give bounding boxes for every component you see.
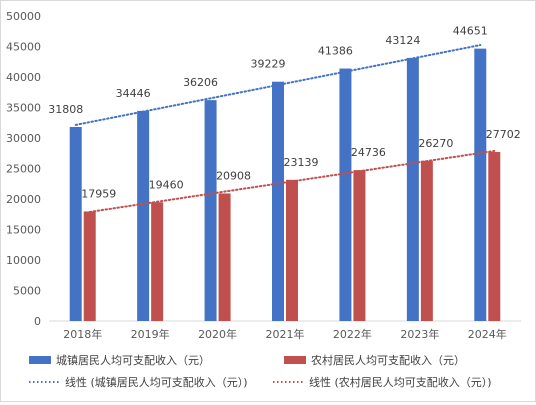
data-label-urban: 41386 [318, 45, 353, 58]
y-tick-label: 40000 [6, 71, 41, 84]
y-tick-label: 25000 [6, 163, 41, 176]
x-tick-label: 2024年 [468, 327, 507, 341]
data-label-urban: 39229 [251, 58, 286, 71]
bar-rural [353, 170, 366, 321]
y-tick-label: 35000 [6, 102, 41, 115]
legend-swatch-rural [284, 356, 306, 364]
x-tick-label: 2021年 [266, 327, 305, 341]
bar-urban [204, 100, 217, 321]
data-label-urban: 36206 [183, 76, 218, 89]
bar-rural [488, 152, 501, 321]
y-tick-label: 15000 [6, 224, 41, 237]
x-tick-label: 2019年 [131, 327, 170, 341]
legend-label-trend-urban: 线性 (城镇居民人均可支配收入（元）) [65, 375, 248, 389]
x-tick-label: 2022年 [333, 327, 372, 341]
data-label-urban: 31808 [48, 103, 83, 116]
bar-urban [474, 48, 487, 321]
x-tick-label: 2018年 [63, 327, 102, 341]
bar-rural [151, 202, 164, 321]
legend-label-trend-rural: 线性 (农村居民人均可支配收入（元）) [309, 375, 492, 389]
y-tick-label: 5000 [13, 285, 41, 298]
y-tick-label: 45000 [6, 41, 41, 54]
trendline-rural [88, 149, 496, 213]
bar-urban [406, 57, 419, 321]
legend-label-rural: 农村居民人均可支配收入（元） [311, 353, 465, 367]
bar-urban [339, 68, 352, 321]
data-label-rural: 26270 [418, 137, 453, 150]
data-label-rural: 27702 [486, 128, 521, 141]
data-label-urban: 34446 [116, 87, 151, 100]
bar-rural [83, 211, 96, 321]
bar-rural [218, 193, 231, 321]
trendline-urban [74, 44, 482, 126]
y-tick-label: 0 [34, 315, 41, 328]
y-tick-label: 50000 [6, 10, 41, 23]
x-tick-label: 2020年 [198, 327, 237, 341]
legend: 城镇居民人均可支配收入（元） 农村居民人均可支配收入（元） 线性 (城镇居民人均可支… [29, 353, 492, 389]
x-tick-label: 2023年 [400, 327, 439, 341]
x-axis: 2018年 2019年 2020年 2021年 2022年 2023年 2024年 [49, 320, 521, 341]
y-tick-label: 20000 [6, 193, 41, 206]
bar-rural [420, 160, 433, 321]
bar-urban [69, 126, 82, 322]
legend-label-urban: 城镇居民人均可支配收入（元） [56, 353, 210, 367]
y-axis: 0 5000 10000 15000 20000 25000 30000 35000 40000… [6, 10, 41, 328]
data-label-rural: 20908 [216, 169, 251, 182]
bar-urban [137, 110, 150, 322]
bar-urban [272, 81, 284, 322]
trendlines [74, 44, 496, 213]
y-tick-label: 30000 [6, 132, 41, 145]
data-label-urban: 44651 [453, 25, 488, 38]
legend-swatch-urban [29, 356, 51, 364]
data-label-rural: 23139 [284, 156, 319, 169]
data-label-rural: 17959 [81, 187, 116, 200]
bars [69, 48, 501, 322]
bar-rural [286, 179, 298, 321]
y-tick-label: 10000 [6, 254, 41, 267]
data-labels: 31808 34446 36206 39229 41386 43124 44651 17959… [48, 25, 521, 201]
data-label-rural: 19460 [149, 178, 184, 191]
data-label-rural: 24736 [351, 146, 386, 159]
data-label-urban: 43124 [385, 34, 420, 47]
